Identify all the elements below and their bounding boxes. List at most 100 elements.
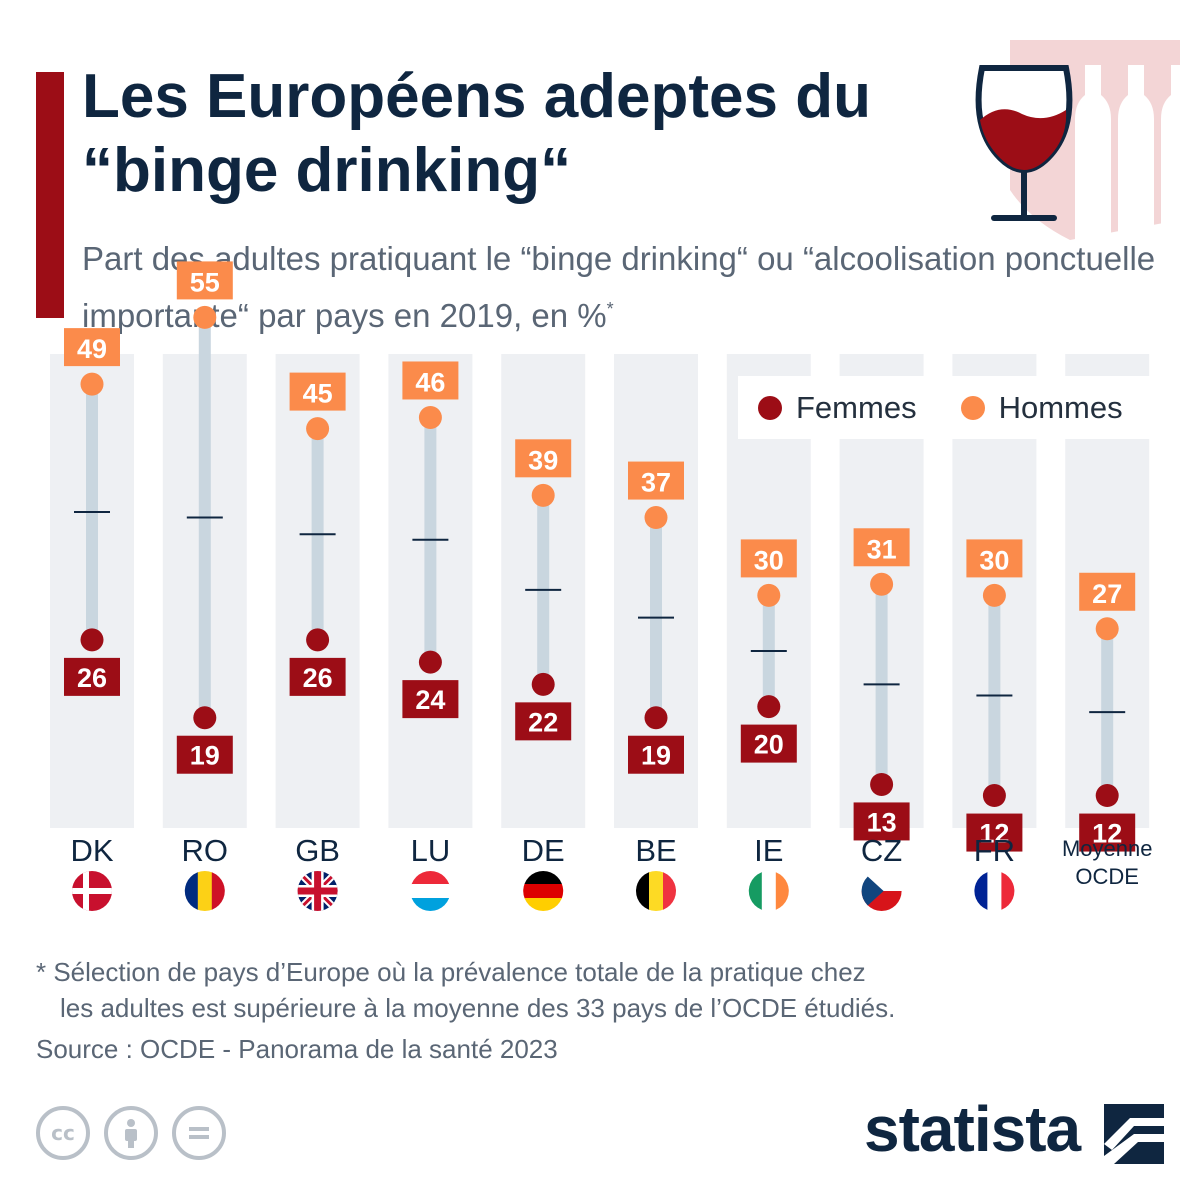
label-box-men (289, 372, 346, 411)
category-label: DK (70, 833, 113, 868)
flag-gb-icon (297, 871, 338, 911)
label-box-women (402, 680, 459, 719)
label-box-women (966, 813, 1023, 852)
dot-women (1095, 784, 1119, 808)
dot-women (80, 628, 104, 652)
label-box-men (176, 261, 233, 300)
label-box-men (853, 528, 910, 567)
dot-men (1095, 617, 1119, 641)
value-label-men: 46 (415, 367, 445, 397)
legend-item-men: Hommes (960, 389, 1123, 426)
legend-label-men: Hommes (998, 389, 1123, 425)
dot-men (306, 417, 330, 441)
footnote-line-1: * Sélection de pays d’Europe où la préva… (36, 957, 866, 987)
value-label-women: 20 (754, 730, 784, 760)
category-label: IE (754, 833, 783, 868)
label-box-women (515, 702, 572, 741)
value-label-women: 24 (415, 685, 445, 715)
label-box-women (289, 657, 346, 696)
wine-illustration (975, 40, 1180, 240)
label-box-women (740, 724, 797, 763)
dot-women (193, 706, 217, 730)
dot-women (757, 695, 781, 719)
dot-women (306, 628, 330, 652)
chart-subtitle: Part des adultes pratiquant le “binge dr… (82, 234, 1182, 341)
dot-men (418, 405, 442, 429)
label-box-women (64, 657, 120, 696)
category-label: Moyenne (1062, 836, 1153, 861)
label-box-men (966, 539, 1023, 578)
value-label-women: 22 (528, 707, 558, 737)
dot-men (80, 372, 104, 396)
legend-dot-women (758, 395, 782, 420)
value-label-women: 12 (1092, 819, 1122, 849)
value-label-men: 27 (1092, 579, 1122, 609)
flag-cz-icon (861, 871, 902, 911)
label-box-men (740, 539, 797, 578)
value-label-men: 39 (528, 445, 558, 475)
page-title: Les Européens adeptes du “binge drinking… (82, 62, 871, 205)
category-label: LU (411, 833, 451, 868)
category-label: DE (522, 833, 565, 868)
value-label-women: 26 (303, 663, 333, 693)
label-box-women (853, 802, 910, 841)
label-box-men (64, 328, 120, 367)
category-label: RO (182, 833, 229, 868)
flag-be-icon (636, 871, 676, 911)
label-box-women (1079, 813, 1136, 852)
label-box-men (628, 461, 684, 500)
dot-men (757, 583, 781, 607)
legend-dot-men (960, 395, 985, 420)
subtitle-footnote-mark: * (606, 299, 614, 319)
dot-women (644, 706, 668, 730)
value-label-men: 37 (641, 468, 671, 498)
dot-women (982, 784, 1006, 808)
dot-men (193, 305, 217, 329)
dot-women (418, 650, 442, 674)
category-label-line2: OCDE (1075, 864, 1139, 889)
category-label: BE (635, 833, 676, 868)
flag-dk-icon (72, 871, 112, 911)
flag-ro-icon (184, 871, 225, 911)
value-label-women: 12 (979, 819, 1009, 849)
dot-men (870, 572, 894, 596)
no-derivatives-icon[interactable] (172, 1106, 226, 1160)
accent-bar (36, 72, 64, 318)
dot-women (531, 672, 555, 696)
dot-women (870, 772, 894, 796)
source-text: Source : OCDE - Panorama de la santé 202… (36, 1034, 558, 1064)
category-label: CZ (861, 833, 902, 868)
value-label-women: 13 (867, 807, 897, 837)
footnote: * Sélection de pays d’Europe où la préva… (36, 954, 1166, 1026)
flag-lu-icon (410, 871, 451, 911)
flag-ie-icon (748, 871, 789, 911)
statista-logo-text[interactable]: statista (864, 1093, 1081, 1165)
value-label-women: 26 (77, 663, 107, 693)
value-label-men: 55 (190, 267, 220, 297)
footnote-line-2: les adultes est supérieure à la moyenne … (60, 993, 896, 1023)
statista-logo-icon[interactable] (1104, 1104, 1164, 1164)
value-label-men: 31 (867, 534, 897, 564)
value-label-men: 49 (77, 334, 107, 364)
label-box-women (628, 735, 684, 774)
value-label-men: 30 (979, 545, 1009, 575)
dot-men (531, 483, 555, 507)
creative-commons-icon[interactable]: cc (36, 1106, 90, 1160)
value-label-women: 19 (190, 741, 220, 771)
label-box-women (176, 735, 233, 774)
value-label-men: 30 (754, 545, 784, 575)
subtitle-text: Part des adultes pratiquant le “binge dr… (82, 240, 1156, 334)
legend-label-women: Femmes (796, 389, 917, 425)
legend-item-women: Femmes (758, 390, 917, 426)
dot-men (644, 506, 668, 530)
dot-men (982, 583, 1006, 607)
attribution-icon[interactable] (104, 1106, 158, 1160)
value-label-women: 19 (641, 741, 671, 771)
value-label-men: 45 (303, 379, 333, 409)
category-label: GB (295, 833, 340, 868)
label-box-men (1079, 572, 1136, 611)
category-label: FR (974, 833, 1015, 868)
license-icons: cc (36, 1106, 226, 1160)
label-box-men (515, 439, 572, 478)
